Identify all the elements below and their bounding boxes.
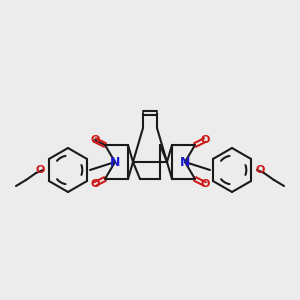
Text: O: O — [200, 135, 210, 145]
Text: O: O — [255, 165, 265, 175]
Text: O: O — [90, 179, 100, 189]
Text: N: N — [180, 155, 190, 169]
Text: N: N — [110, 155, 120, 169]
Text: O: O — [35, 165, 45, 175]
Text: O: O — [90, 135, 100, 145]
Text: O: O — [200, 179, 210, 189]
